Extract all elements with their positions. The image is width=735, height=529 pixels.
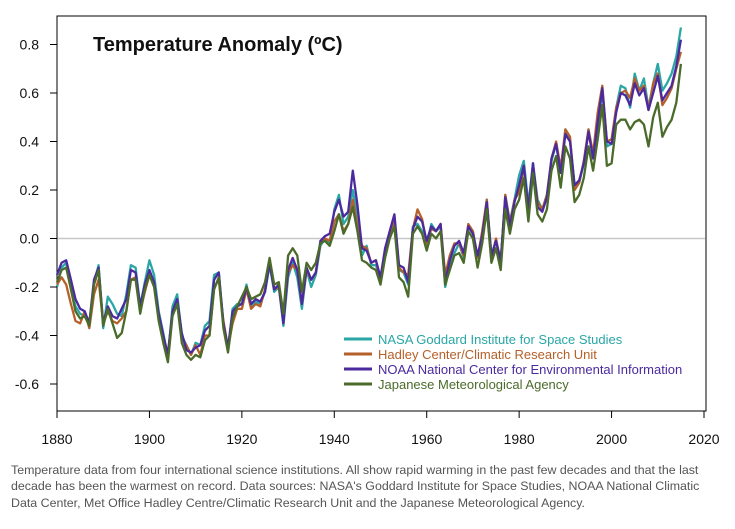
y-tick-label: 0.6 bbox=[20, 85, 40, 101]
legend-label-1: Hadley Center/Climatic Research Unit bbox=[378, 347, 597, 362]
x-tick-label: 2000 bbox=[596, 431, 627, 447]
y-tick-label: 0.2 bbox=[20, 182, 40, 198]
series-layer bbox=[55, 27, 683, 364]
x-tick-label: 1880 bbox=[41, 431, 72, 447]
x-tick-label: 1980 bbox=[504, 431, 535, 447]
legend-label-2: NOAA National Center for Environmental I… bbox=[378, 362, 682, 377]
y-tick-label: 0.4 bbox=[20, 134, 40, 150]
y-tick-label: -0.2 bbox=[15, 279, 39, 295]
y-tick-label: -0.4 bbox=[15, 328, 39, 344]
figure-caption: Temperature data from four international… bbox=[11, 463, 700, 510]
axes: 1880 1900 1920 1940 1960 1980 2000 2020 -0.6 -0.4… bbox=[15, 37, 720, 448]
x-tick-label: 2020 bbox=[688, 431, 719, 447]
x-tick-label: 1940 bbox=[319, 431, 350, 447]
x-tick-label: 1960 bbox=[411, 431, 442, 447]
legend-label-0: NASA Goddard Institute for Space Studies bbox=[378, 332, 623, 347]
y-tick-label: 0.8 bbox=[20, 37, 40, 53]
x-tick-label: 1920 bbox=[226, 431, 257, 447]
legend-label-3: Japanese Meteorological Agency bbox=[378, 377, 569, 392]
series-line-2 bbox=[55, 39, 683, 357]
series-line-3 bbox=[55, 63, 683, 364]
x-tick-label: 1900 bbox=[134, 431, 165, 447]
temperature-anomaly-chart: 1880 1900 1920 1940 1960 1980 2000 2020 -0.6 -0.4… bbox=[15, 15, 720, 448]
y-tick-label: 0.0 bbox=[20, 231, 40, 247]
chart-title: Temperature Anomaly (ºC) bbox=[93, 34, 343, 56]
y-tick-label: -0.6 bbox=[15, 376, 39, 392]
legend: NASA Goddard Institute for Space Studies… bbox=[344, 332, 682, 392]
